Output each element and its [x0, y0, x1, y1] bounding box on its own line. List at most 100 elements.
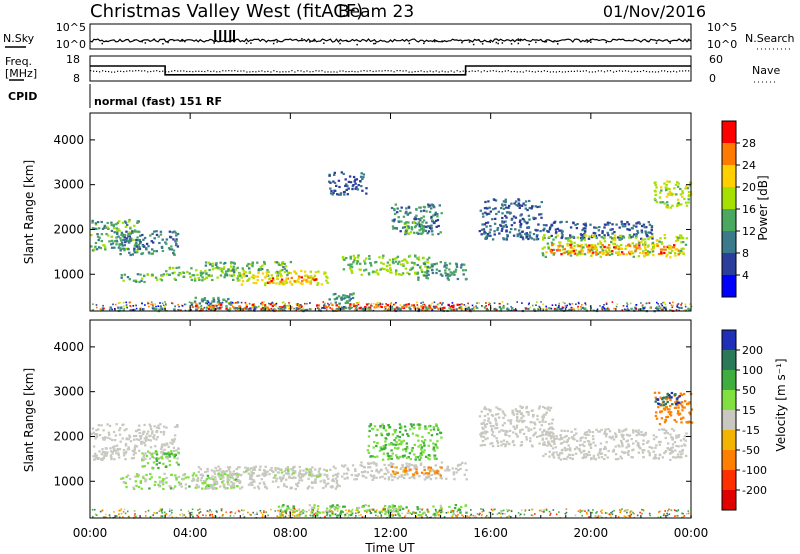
power-noise-cell	[126, 306, 128, 309]
power-cell	[427, 230, 431, 233]
velocity-cell	[486, 430, 489, 433]
power-cell	[136, 251, 139, 254]
velocity-cell	[519, 429, 522, 432]
velocity-cell	[533, 433, 536, 436]
nave-dot	[135, 70, 137, 72]
power-cell	[415, 214, 418, 217]
nsearch-dot	[589, 38, 592, 41]
power-cell	[131, 253, 134, 256]
velocity-cell	[594, 458, 597, 461]
power-cell	[568, 308, 571, 311]
velocity-cell	[98, 434, 102, 437]
velocity-cell	[678, 412, 682, 415]
velocity-cell	[167, 451, 170, 454]
velocity-cell	[317, 470, 320, 473]
power-cell	[155, 233, 159, 236]
power-cell	[517, 202, 521, 205]
power-noise-cell	[141, 302, 143, 305]
power-cell	[121, 247, 124, 250]
power-cell	[418, 218, 421, 221]
power-noise-cell	[159, 302, 161, 304]
power-cell	[660, 189, 663, 192]
power-noise-cell	[638, 308, 641, 311]
power-noise-cell	[554, 304, 557, 306]
power-cell	[631, 242, 634, 245]
power-cell	[624, 225, 627, 228]
velocity-cell	[490, 413, 494, 417]
nave-dot	[435, 70, 437, 72]
velocity-cell	[103, 451, 106, 454]
power-cell	[170, 248, 174, 251]
power-cell	[212, 304, 215, 307]
velocity-cell	[283, 470, 286, 473]
power-noise-cell	[580, 306, 582, 308]
power-cell	[406, 271, 409, 274]
velocity-cell	[247, 483, 251, 486]
velocity-cell	[380, 447, 383, 450]
power-cell	[430, 207, 433, 210]
power-cell	[651, 235, 654, 238]
power-cell	[94, 241, 98, 245]
velocity-cell	[115, 452, 118, 455]
power-cell	[325, 279, 328, 282]
power-cell	[428, 204, 432, 207]
velocity-cell	[559, 458, 562, 461]
velocity-cell	[592, 457, 596, 460]
power-cell	[316, 283, 319, 286]
power-cell	[362, 173, 366, 176]
velocity-cell	[161, 443, 164, 446]
velocity-cell	[165, 481, 168, 484]
power-cell	[236, 301, 240, 304]
velocity-cell	[619, 455, 622, 458]
velocity-cell	[220, 471, 224, 474]
power-cell	[139, 234, 142, 237]
power-region	[115, 230, 180, 257]
velocity-cell	[585, 431, 589, 434]
velocity-cell	[289, 486, 293, 489]
power-cell	[495, 212, 498, 216]
velocity-cell	[146, 432, 149, 435]
power-cell	[307, 275, 310, 278]
velocity-cell	[152, 452, 155, 455]
power-noise-cell	[561, 307, 563, 310]
power-noise-cell	[190, 302, 193, 305]
velocity-cell	[494, 413, 498, 416]
power-noise-cell	[448, 307, 451, 309]
power-cell	[394, 203, 397, 206]
power-noise-cell	[117, 302, 120, 304]
power-noise-cell	[227, 302, 230, 304]
power-colorbar-label: 28	[742, 137, 756, 150]
velocity-cell	[530, 421, 533, 424]
velocity-cell	[433, 457, 437, 460]
nave-dot	[237, 70, 239, 72]
velocity-cell	[162, 478, 165, 481]
velocity-cell	[674, 456, 677, 459]
velocity-cell	[411, 475, 414, 479]
nave-dot	[447, 71, 449, 73]
nave-dot	[558, 70, 560, 73]
nsearch-dot	[519, 39, 522, 42]
velocity-cell	[373, 456, 377, 459]
velocity-cell	[515, 412, 519, 415]
power-noise-cell	[372, 302, 375, 305]
power-noise-cell	[203, 306, 206, 309]
velocity-cell	[310, 507, 314, 510]
velocity-cell	[165, 465, 168, 468]
power-cell	[400, 206, 403, 209]
velocity-cell	[483, 414, 487, 418]
velocity-cell	[298, 471, 301, 474]
power-cell	[108, 240, 111, 243]
power-cell	[337, 179, 341, 182]
nave-dot	[264, 71, 266, 73]
velocity-cell	[210, 469, 213, 472]
power-cell	[267, 270, 270, 273]
velocity-cell	[387, 464, 391, 467]
velocity-cell	[230, 481, 233, 484]
velocity-cell	[332, 478, 335, 481]
nave-dot	[549, 71, 551, 73]
power-cell	[126, 224, 129, 227]
power-cell	[518, 204, 522, 207]
nave-dot	[648, 71, 651, 73]
velocity-cell	[398, 430, 402, 434]
power-cell	[621, 225, 625, 228]
